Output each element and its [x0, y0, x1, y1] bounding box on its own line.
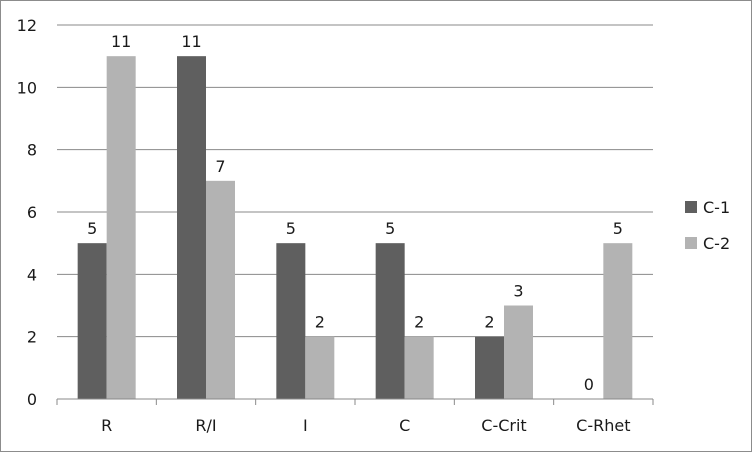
x-tick-label-I: I	[303, 416, 308, 435]
y-tick-label-6: 6	[27, 203, 37, 222]
y-tick-labels: 0 2 4 6 8 10 12	[17, 16, 37, 409]
data-label-C-2-R: 11	[111, 32, 131, 51]
bar-C-2-C-Rhet	[603, 243, 633, 399]
data-label-C-1-R: 5	[87, 219, 97, 238]
x-tick-labels: R R/I I C C-Crit C-Rhet	[101, 416, 630, 435]
data-label-C-2-C-Rhet: 5	[613, 219, 623, 238]
bar-C-2-C	[404, 336, 434, 399]
bar-C-1-I	[276, 243, 306, 399]
data-label-C-1-C: 5	[385, 219, 395, 238]
x-tick-label-C: C	[399, 416, 410, 435]
data-label-C-2-R/I: 7	[215, 157, 225, 176]
bar-C-1-R/I	[177, 56, 206, 400]
legend-label-C-1: C-1	[703, 198, 730, 217]
data-label-C-1-C-Rhet: 0	[584, 375, 594, 394]
bar-C-2-R	[106, 56, 136, 400]
data-label-C-2-I: 2	[315, 313, 325, 332]
axes	[56, 398, 654, 405]
data-label-C-1-I: 5	[286, 219, 296, 238]
bars	[77, 56, 633, 400]
bar-C-1-C	[375, 243, 405, 399]
data-label-C-1-C-Crit: 2	[484, 313, 494, 332]
legend: C-1 C-2	[685, 198, 730, 253]
bar-C-2-R/I	[206, 180, 235, 399]
x-tick-label-R/I: R/I	[195, 416, 216, 435]
data-label-C-2-C: 2	[414, 313, 424, 332]
y-tick-label-2: 2	[27, 328, 37, 347]
data-label-C-2-C-Crit: 3	[513, 282, 523, 301]
y-tick-label-8: 8	[27, 141, 37, 160]
bar-C-2-I	[305, 336, 335, 399]
y-tick-label-4: 4	[27, 265, 37, 284]
bar-C-2-C-Crit	[504, 305, 533, 399]
gridlines	[57, 24, 653, 338]
y-tick-label-0: 0	[27, 390, 37, 409]
y-tick-label-10: 10	[17, 78, 37, 97]
legend-label-C-2: C-2	[703, 234, 730, 253]
y-tick-label-12: 12	[17, 16, 37, 35]
data-label-C-1-R/I: 11	[181, 32, 201, 51]
x-tick-label-R: R	[101, 416, 112, 435]
bar-C-1-R	[77, 243, 107, 399]
legend-swatch-C-1	[685, 201, 697, 213]
x-tick-label-C-Crit: C-Crit	[481, 416, 526, 435]
legend-swatch-C-2	[685, 237, 697, 249]
x-tick-label-C-Rhet: C-Rhet	[576, 416, 630, 435]
bar-C-1-C-Crit	[475, 336, 504, 399]
